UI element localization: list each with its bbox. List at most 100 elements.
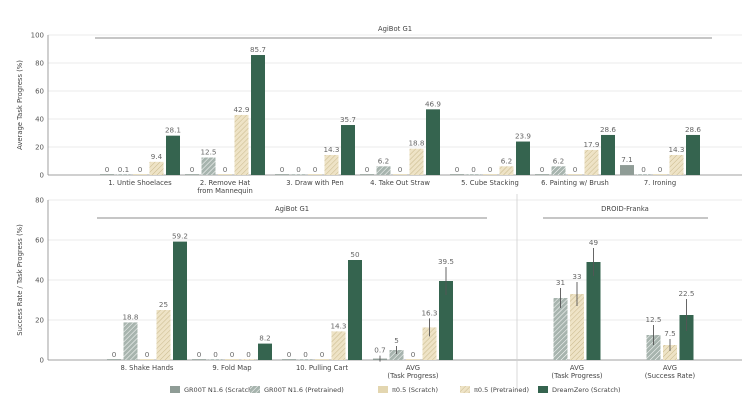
bar — [107, 359, 121, 360]
bar — [450, 174, 464, 175]
data-label: 0 — [455, 165, 460, 174]
legend-label: GR00T N1.6 (Pretrained) — [264, 386, 344, 394]
bar — [669, 154, 684, 175]
data-label: 0 — [540, 165, 545, 174]
data-label: 7.5 — [664, 329, 675, 338]
data-label: 8.2 — [259, 334, 270, 343]
x-tick-label: from Mannequin — [197, 187, 253, 195]
data-label: 0 — [398, 165, 403, 174]
y-axis-label: Success Rate / Task Progress (%) — [16, 224, 24, 336]
data-label: 0 — [145, 350, 150, 359]
bottom-panel: 0 20 40 60 80 Success Rate / Task Progress (%… — [16, 194, 742, 390]
x-tick-label: AVG — [570, 364, 584, 372]
data-label: 0 — [658, 165, 663, 174]
bar — [551, 166, 566, 175]
bar — [389, 350, 404, 360]
data-label: 0 — [287, 350, 292, 359]
data-label: 33 — [572, 272, 581, 281]
data-label: 16.3 — [421, 308, 437, 317]
bar — [133, 174, 147, 175]
x-tick-label: 3. Draw with Pen — [286, 179, 344, 187]
bar — [156, 310, 171, 360]
bar — [601, 134, 615, 175]
data-label: 18.8 — [408, 139, 424, 148]
bar — [499, 166, 514, 175]
bar — [123, 322, 138, 360]
data-label: 17.9 — [583, 140, 599, 149]
x-tick-label: 9. Fold Map — [212, 364, 251, 372]
bar — [251, 55, 265, 175]
x-tick-label: 10. Pulling Cart — [296, 364, 348, 372]
y-tick-label: 0 — [40, 172, 44, 180]
data-label: 14.3 — [330, 321, 346, 330]
data-label: 39.5 — [438, 257, 454, 266]
data-label: 35.7 — [340, 115, 356, 124]
data-label: 0 — [112, 350, 117, 359]
bar — [315, 359, 329, 360]
data-label: 0 — [313, 165, 318, 174]
legend-label: π0.5 (Scratch) — [392, 386, 438, 394]
data-label: 14.3 — [323, 145, 339, 154]
bar — [275, 174, 289, 175]
y-tick-label: 20 — [35, 144, 44, 152]
data-label: 6.2 — [553, 156, 564, 165]
bar — [409, 148, 424, 175]
y-tick-label: 80 — [35, 197, 44, 205]
bar — [100, 174, 114, 175]
data-label: 0 — [573, 165, 578, 174]
data-label: 28.6 — [600, 125, 616, 134]
data-label: 28.6 — [685, 125, 701, 134]
x-tick-label: 2. Remove Hat — [200, 179, 251, 187]
data-label: 0 — [303, 350, 308, 359]
data-label: 12.5 — [645, 315, 661, 324]
data-label: 0 — [320, 350, 325, 359]
y-tick-label: 40 — [35, 116, 44, 124]
bar — [308, 174, 322, 175]
data-label: 0 — [246, 350, 251, 359]
bar — [360, 174, 374, 175]
bar — [208, 359, 223, 360]
group-label: AgiBot G1 — [275, 205, 309, 213]
bar — [324, 154, 339, 175]
bar — [116, 174, 131, 175]
data-label: 59.2 — [172, 232, 188, 241]
bar — [298, 359, 313, 360]
y-tick-label: 20 — [35, 317, 44, 325]
legend-swatch — [170, 386, 180, 393]
bar — [568, 174, 582, 175]
data-label: 0.7 — [374, 346, 385, 355]
group-label: AgiBot G1 — [378, 25, 412, 33]
x-tick-label: (Success Rate) — [645, 372, 696, 380]
data-label: 42.9 — [233, 105, 249, 114]
data-label: 14.3 — [668, 145, 684, 154]
bar — [225, 359, 239, 360]
data-label: 49 — [589, 238, 599, 247]
data-label: 0 — [471, 165, 476, 174]
bar — [348, 260, 362, 360]
bar — [535, 174, 549, 175]
x-tick-label: (Task Progress) — [387, 372, 438, 380]
bar — [192, 359, 206, 360]
data-label: 0 — [230, 350, 235, 359]
data-label: 9.4 — [151, 152, 163, 161]
data-label: 0 — [280, 165, 285, 174]
bar — [636, 174, 651, 175]
x-tick-label: AVG — [663, 364, 677, 372]
data-label: 0 — [197, 350, 202, 359]
data-label: 0 — [365, 165, 370, 174]
bar — [241, 359, 256, 360]
x-tick-label: 6. Painting w/ Brush — [541, 179, 609, 187]
data-label: 50 — [350, 250, 360, 259]
y-tick-label: 60 — [35, 237, 44, 245]
data-label: 18.8 — [122, 312, 138, 321]
bar — [166, 135, 180, 175]
bar — [426, 109, 440, 175]
legend-swatch — [460, 386, 470, 393]
legend-swatch — [378, 386, 388, 393]
y-tick-label: 60 — [35, 88, 44, 96]
bar — [331, 331, 346, 360]
bar — [291, 174, 306, 175]
data-label: 85.7 — [250, 45, 266, 54]
data-label: 23.9 — [515, 132, 531, 141]
